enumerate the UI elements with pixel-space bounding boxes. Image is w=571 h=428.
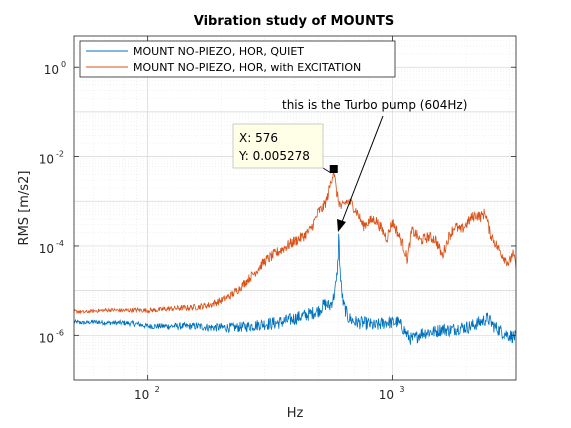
x-tick-exponent: 2 [155, 385, 160, 394]
datatip-x-value: X: 576 [239, 131, 278, 145]
axes-box [73, 35, 517, 381]
y-tick-exponent: -4 [56, 239, 64, 248]
datatip[interactable]: X: 576 Y: 0.005278 [232, 123, 338, 174]
legend: MOUNT NO-PIEZO, HOR, QUIET MOUNT NO-PIEZ… [79, 40, 396, 78]
series-line-0 [74, 233, 516, 345]
y-tick-exponent: -6 [56, 328, 64, 337]
y-tick-label: 10 [44, 63, 59, 77]
datatip-marker[interactable] [329, 164, 338, 173]
y-axis-label: RMS [m/s2] [17, 171, 32, 246]
datatip-y-value: Y: 0.005278 [238, 149, 310, 163]
y-tick-exponent: -2 [56, 150, 64, 159]
annotation-text: this is the Turbo pump (604Hz) [282, 98, 467, 112]
series-line-1 [74, 170, 516, 315]
y-tick-label: 10 [39, 331, 54, 345]
y-tick-label: 10 [39, 153, 54, 167]
x-tick-label: 10 [134, 388, 149, 402]
x-tick-exponent: 3 [399, 385, 404, 394]
x-axis-label: Hz [287, 406, 304, 421]
x-tick-label: 10 [379, 388, 394, 402]
legend-label-excitation: MOUNT NO-PIEZO, HOR, with EXCITATION [133, 61, 361, 74]
annotation-arrowhead [337, 219, 346, 232]
turbo-pump-annotation: this is the Turbo pump (604Hz) [282, 98, 467, 232]
axis-ticks: 10 2 10 310 -610 -410 -210 0 [39, 36, 516, 402]
chart-title: Vibration study of MOUNTS [194, 14, 394, 29]
y-tick-label: 10 [39, 242, 54, 256]
datatip-connector [322, 167, 332, 174]
legend-label-quiet: MOUNT NO-PIEZO, HOR, QUIET [133, 45, 304, 58]
datatip-box [232, 123, 324, 169]
grid [73, 35, 516, 381]
y-tick-exponent: 0 [61, 60, 66, 69]
annotation-arrow-line [341, 115, 384, 223]
series-layer [74, 170, 516, 345]
legend-box [79, 40, 396, 78]
